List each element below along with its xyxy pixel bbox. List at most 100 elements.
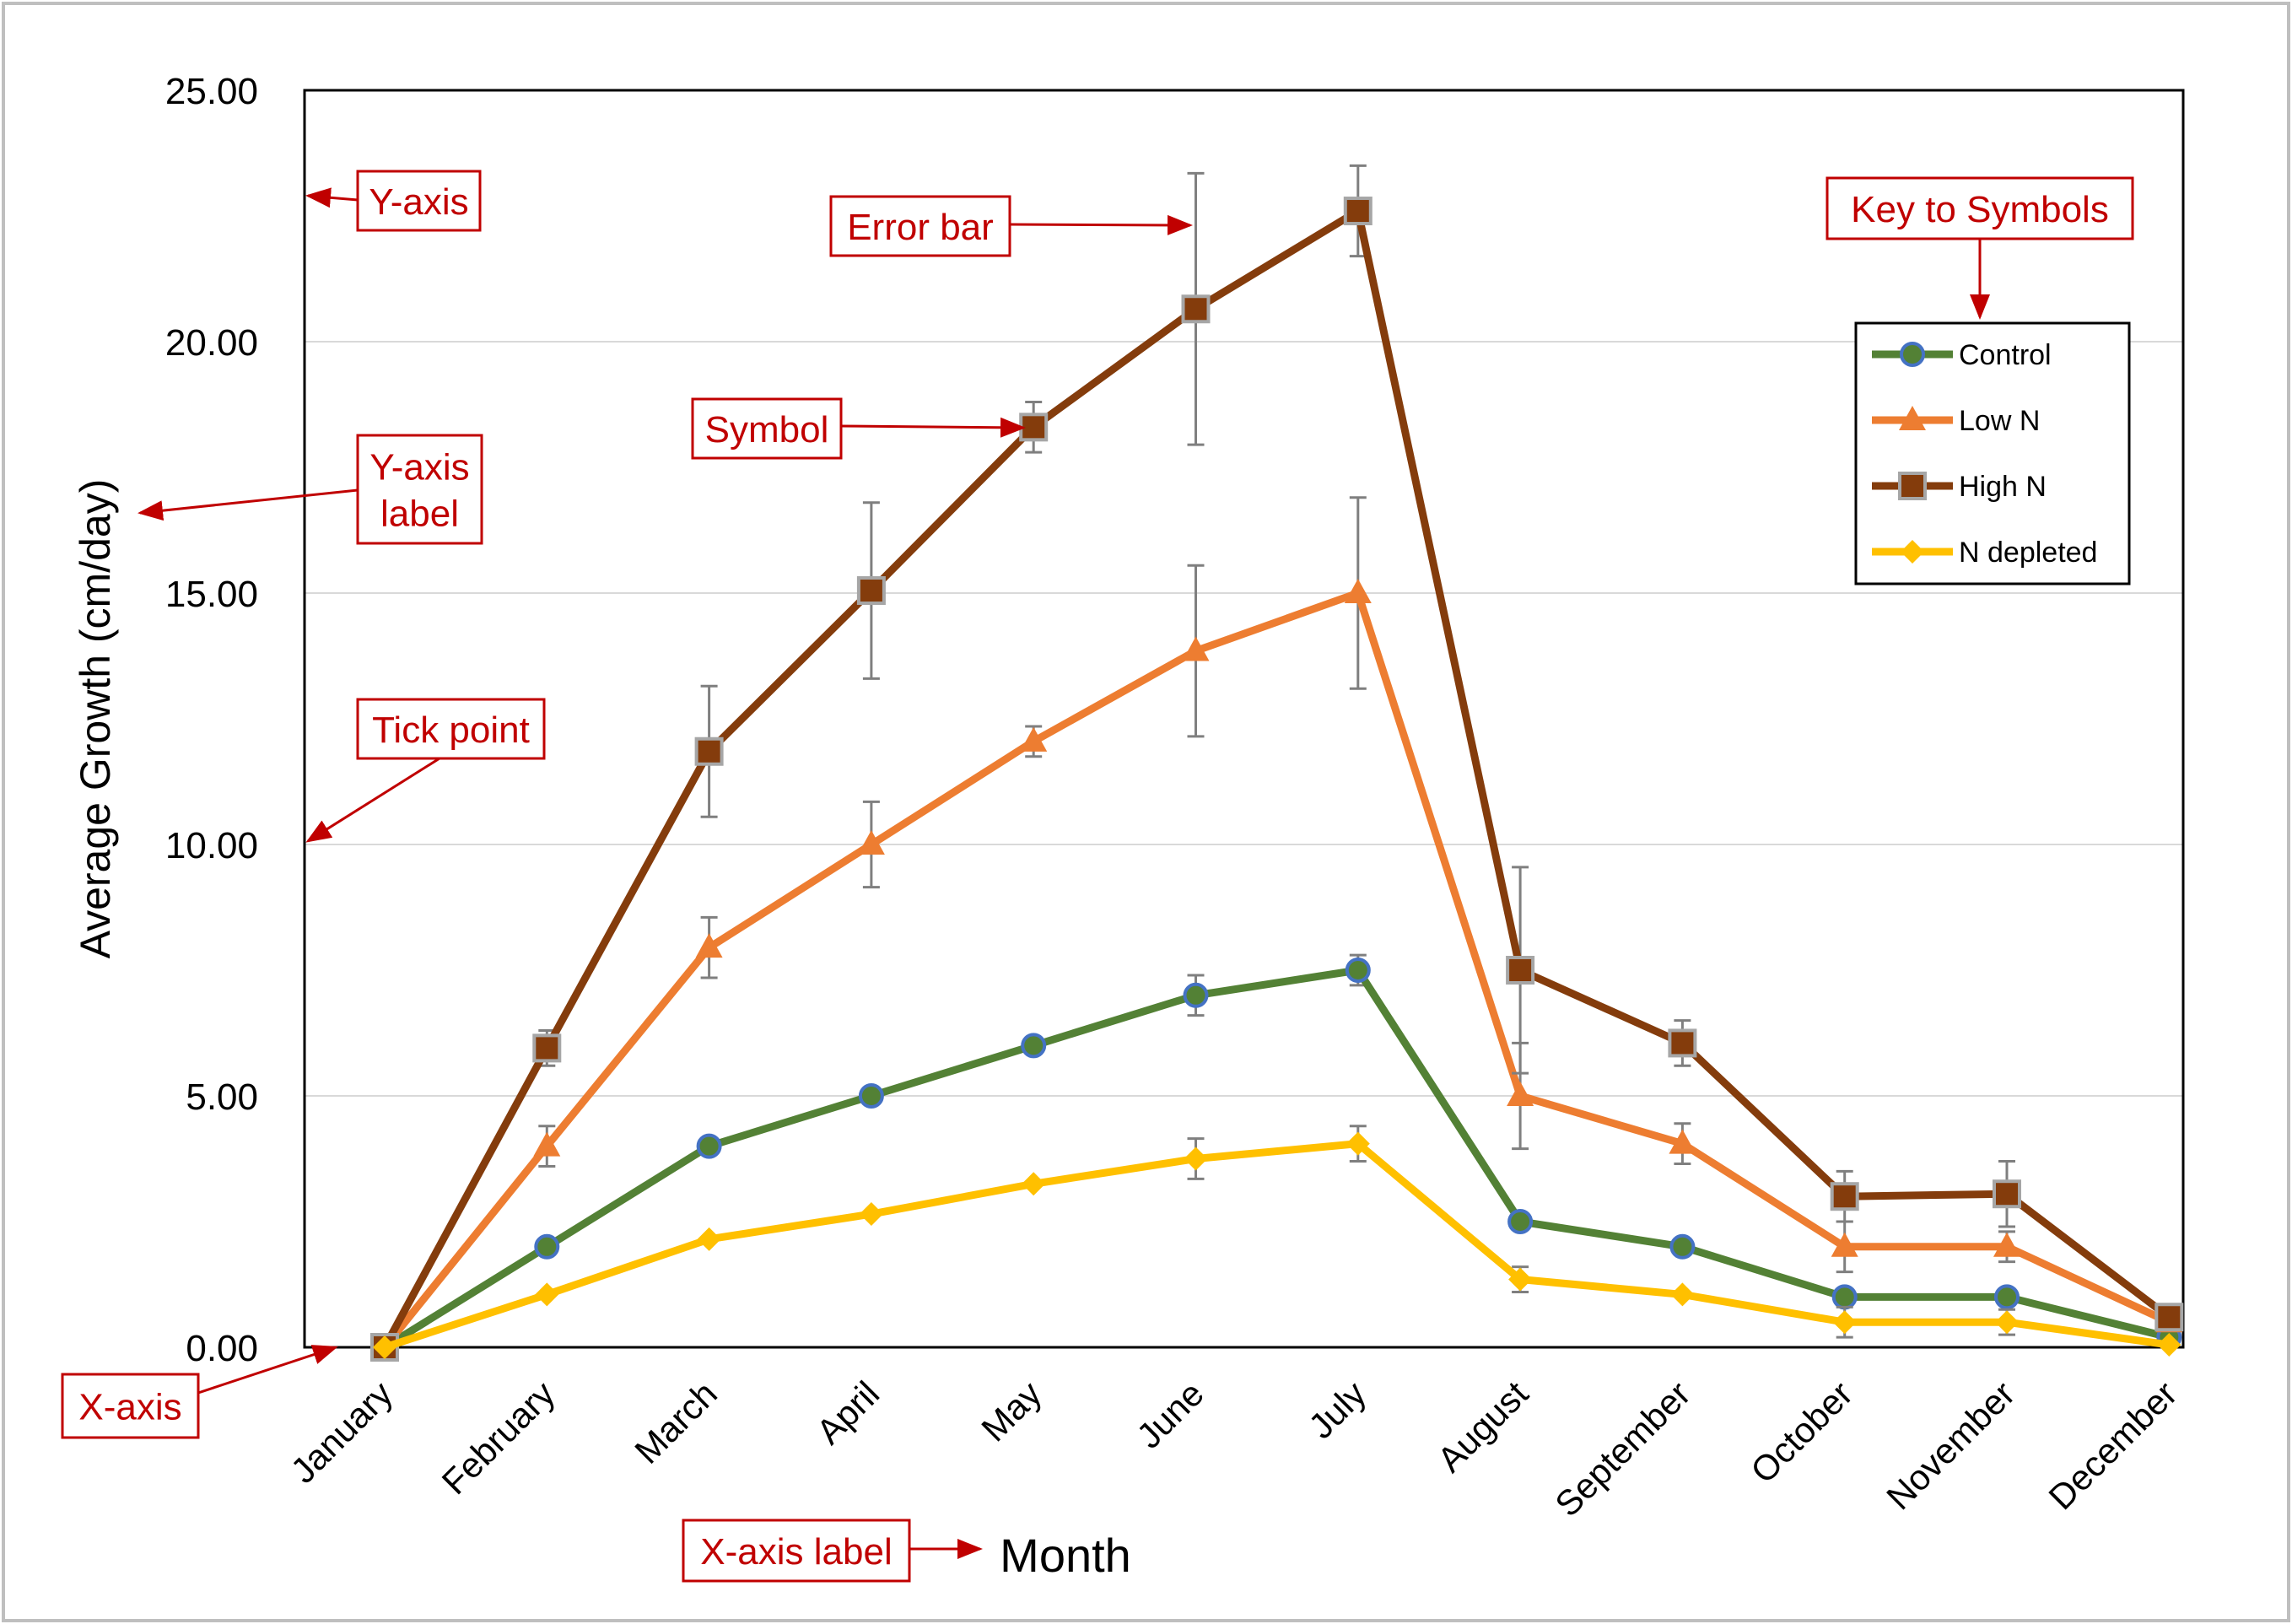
data-point (859, 1202, 883, 1227)
data-point (1345, 958, 1371, 983)
legend-label: Low N (1959, 405, 2040, 437)
data-point (1506, 956, 1535, 985)
series-line (380, 589, 2173, 1352)
data-point (1019, 413, 1049, 442)
callout-error-bar-text: Error bar (847, 207, 994, 248)
y-tick-label: 0.00 (186, 1328, 258, 1369)
y-tick-label: 10.00 (165, 825, 258, 866)
legend-item: N depleted (1872, 537, 2097, 569)
data-point (534, 1233, 560, 1260)
series-line (380, 207, 2173, 1352)
legend: Control Low N High N N depleted (1854, 321, 2131, 585)
callout-tick-point-text: Tick point (372, 709, 530, 751)
legend-marker (1898, 472, 1927, 500)
legend-marker (1901, 540, 1924, 564)
callout-tick-point-box (356, 698, 546, 760)
data-point (697, 1227, 721, 1251)
data-point (695, 933, 723, 958)
data-point (1020, 726, 1048, 752)
callout-symbol: Symbol (691, 397, 843, 460)
data-point (857, 830, 885, 855)
series-line (380, 1140, 2173, 1352)
callout-x-axis-label-box (682, 1519, 911, 1583)
data-point (1832, 1310, 1857, 1335)
arrow-x-axis (197, 1345, 338, 1395)
callout-key: Key to Symbols (1826, 176, 2134, 240)
legend-marker (1900, 342, 1925, 367)
data-point (1181, 294, 1211, 324)
data-point (1507, 1209, 1534, 1234)
callout-key-text: Key to Symbols (1851, 189, 2109, 230)
legend-item: Low N (1872, 405, 2040, 437)
data-series (370, 164, 2184, 1362)
callout-error-bar: Error bar (829, 195, 1011, 257)
legend-label: Control (1959, 339, 2052, 371)
data-point (858, 1083, 884, 1109)
data-point (1669, 1129, 1696, 1154)
callout-symbol-text: Symbol (705, 409, 829, 451)
callout-x-axis-text: X-axis (78, 1386, 181, 1427)
data-point (856, 576, 886, 606)
legend-label: N depleted (1959, 537, 2097, 569)
data-point (1830, 1182, 1859, 1211)
callout-x-axis-box (61, 1373, 200, 1439)
data-point (1994, 1284, 2020, 1310)
series-line (380, 966, 2173, 1352)
data-point (373, 1335, 396, 1359)
callout-y-axis-label-box (356, 434, 483, 545)
data-point (532, 1033, 562, 1063)
y-tick-label: 5.00 (186, 1076, 258, 1118)
arrow-tick-point (305, 757, 440, 843)
data-point (1669, 1233, 1696, 1260)
series-n-depleted (373, 1125, 2181, 1359)
data-point (1831, 1232, 1858, 1257)
data-point (1995, 1310, 2019, 1335)
callout-annotations: Y-axis Error bar Key to Symbols Symbol Y-axi… (61, 170, 2134, 1583)
y-tick-label: 25.00 (165, 71, 258, 112)
data-point (535, 1282, 559, 1307)
series-control (372, 953, 2182, 1360)
callout-tick-point: Tick point (356, 698, 546, 760)
y-axis-ticks: 0.00 5.00 10.00 15.00 20.00 25.00 (165, 71, 258, 1369)
legend-item: Control (1872, 339, 2052, 371)
data-point (1183, 982, 1209, 1008)
callout-error-bar-box (829, 195, 1011, 257)
data-point (1993, 1232, 2020, 1257)
data-point (694, 736, 724, 766)
callout-y-axis-box (356, 170, 482, 232)
arrow-y-axis-label (138, 488, 359, 521)
series-low-n (371, 496, 2183, 1357)
y-tick-label: 20.00 (165, 322, 258, 364)
arrow-error-bar (1009, 214, 1193, 235)
data-point (2157, 1333, 2181, 1357)
data-point (1993, 1179, 2021, 1209)
data-point (2154, 1303, 2184, 1332)
data-point (1343, 197, 1373, 226)
data-point (1182, 636, 1210, 661)
callout-x-axis: X-axis (61, 1373, 200, 1439)
data-point (1507, 1082, 1534, 1106)
callout-y-axis-label-text: label (380, 493, 459, 534)
callout-y-axis: Y-axis (356, 170, 482, 232)
data-point (1346, 1131, 1370, 1156)
legend-item: High N (1872, 471, 2047, 503)
data-point (1670, 1282, 1695, 1307)
legend-label: High N (1959, 471, 2047, 503)
callout-symbol-box (691, 397, 843, 460)
data-point (1022, 1172, 1046, 1196)
data-point (1184, 1147, 1208, 1171)
data-point (1668, 1028, 1697, 1058)
data-point (1344, 579, 1372, 603)
arrow-y-axis (305, 187, 359, 208)
callout-y-axis-label: Y-axis label (356, 434, 483, 545)
callout-x-axis-label: X-axis label (682, 1519, 911, 1583)
data-point (696, 1133, 722, 1159)
y-tick-label: 15.00 (165, 574, 258, 615)
legend-box (1854, 321, 2131, 585)
data-point (533, 1131, 561, 1157)
callout-y-axis-label-text: Y-axis (369, 446, 469, 488)
callout-x-axis-label-text: X-axis label (700, 1531, 892, 1573)
plot-area-frame (303, 89, 2185, 1349)
